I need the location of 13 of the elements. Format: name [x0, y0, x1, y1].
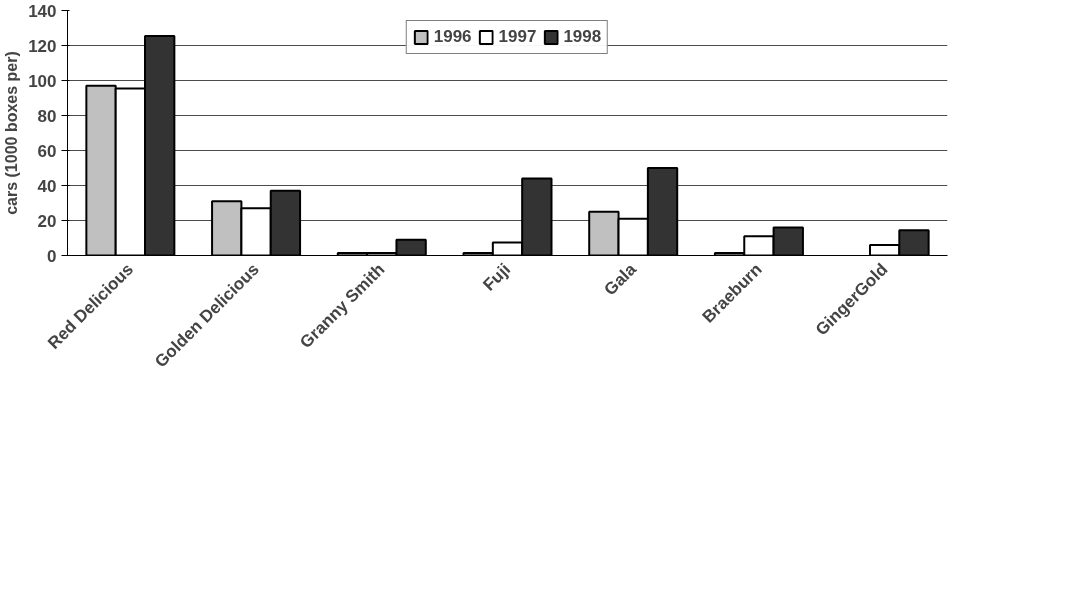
y-tick-label: 100: [28, 71, 57, 91]
legend-label: 1996: [433, 27, 472, 47]
legend-label: 1998: [563, 27, 602, 47]
x-tick-label: Gala: [600, 259, 641, 300]
y-tick-label: 80: [37, 106, 57, 126]
legend-label: 1997: [498, 27, 537, 47]
y-axis-title: cars (1000 boxes per): [3, 51, 21, 215]
y-tick-label: 140: [28, 1, 57, 21]
y-tick-label: 120: [28, 36, 57, 56]
y-tick-label: 0: [47, 246, 57, 266]
y-tick-label: 40: [37, 176, 57, 196]
y-tick-label: 20: [37, 211, 57, 231]
y-tick-label: 60: [37, 141, 57, 161]
